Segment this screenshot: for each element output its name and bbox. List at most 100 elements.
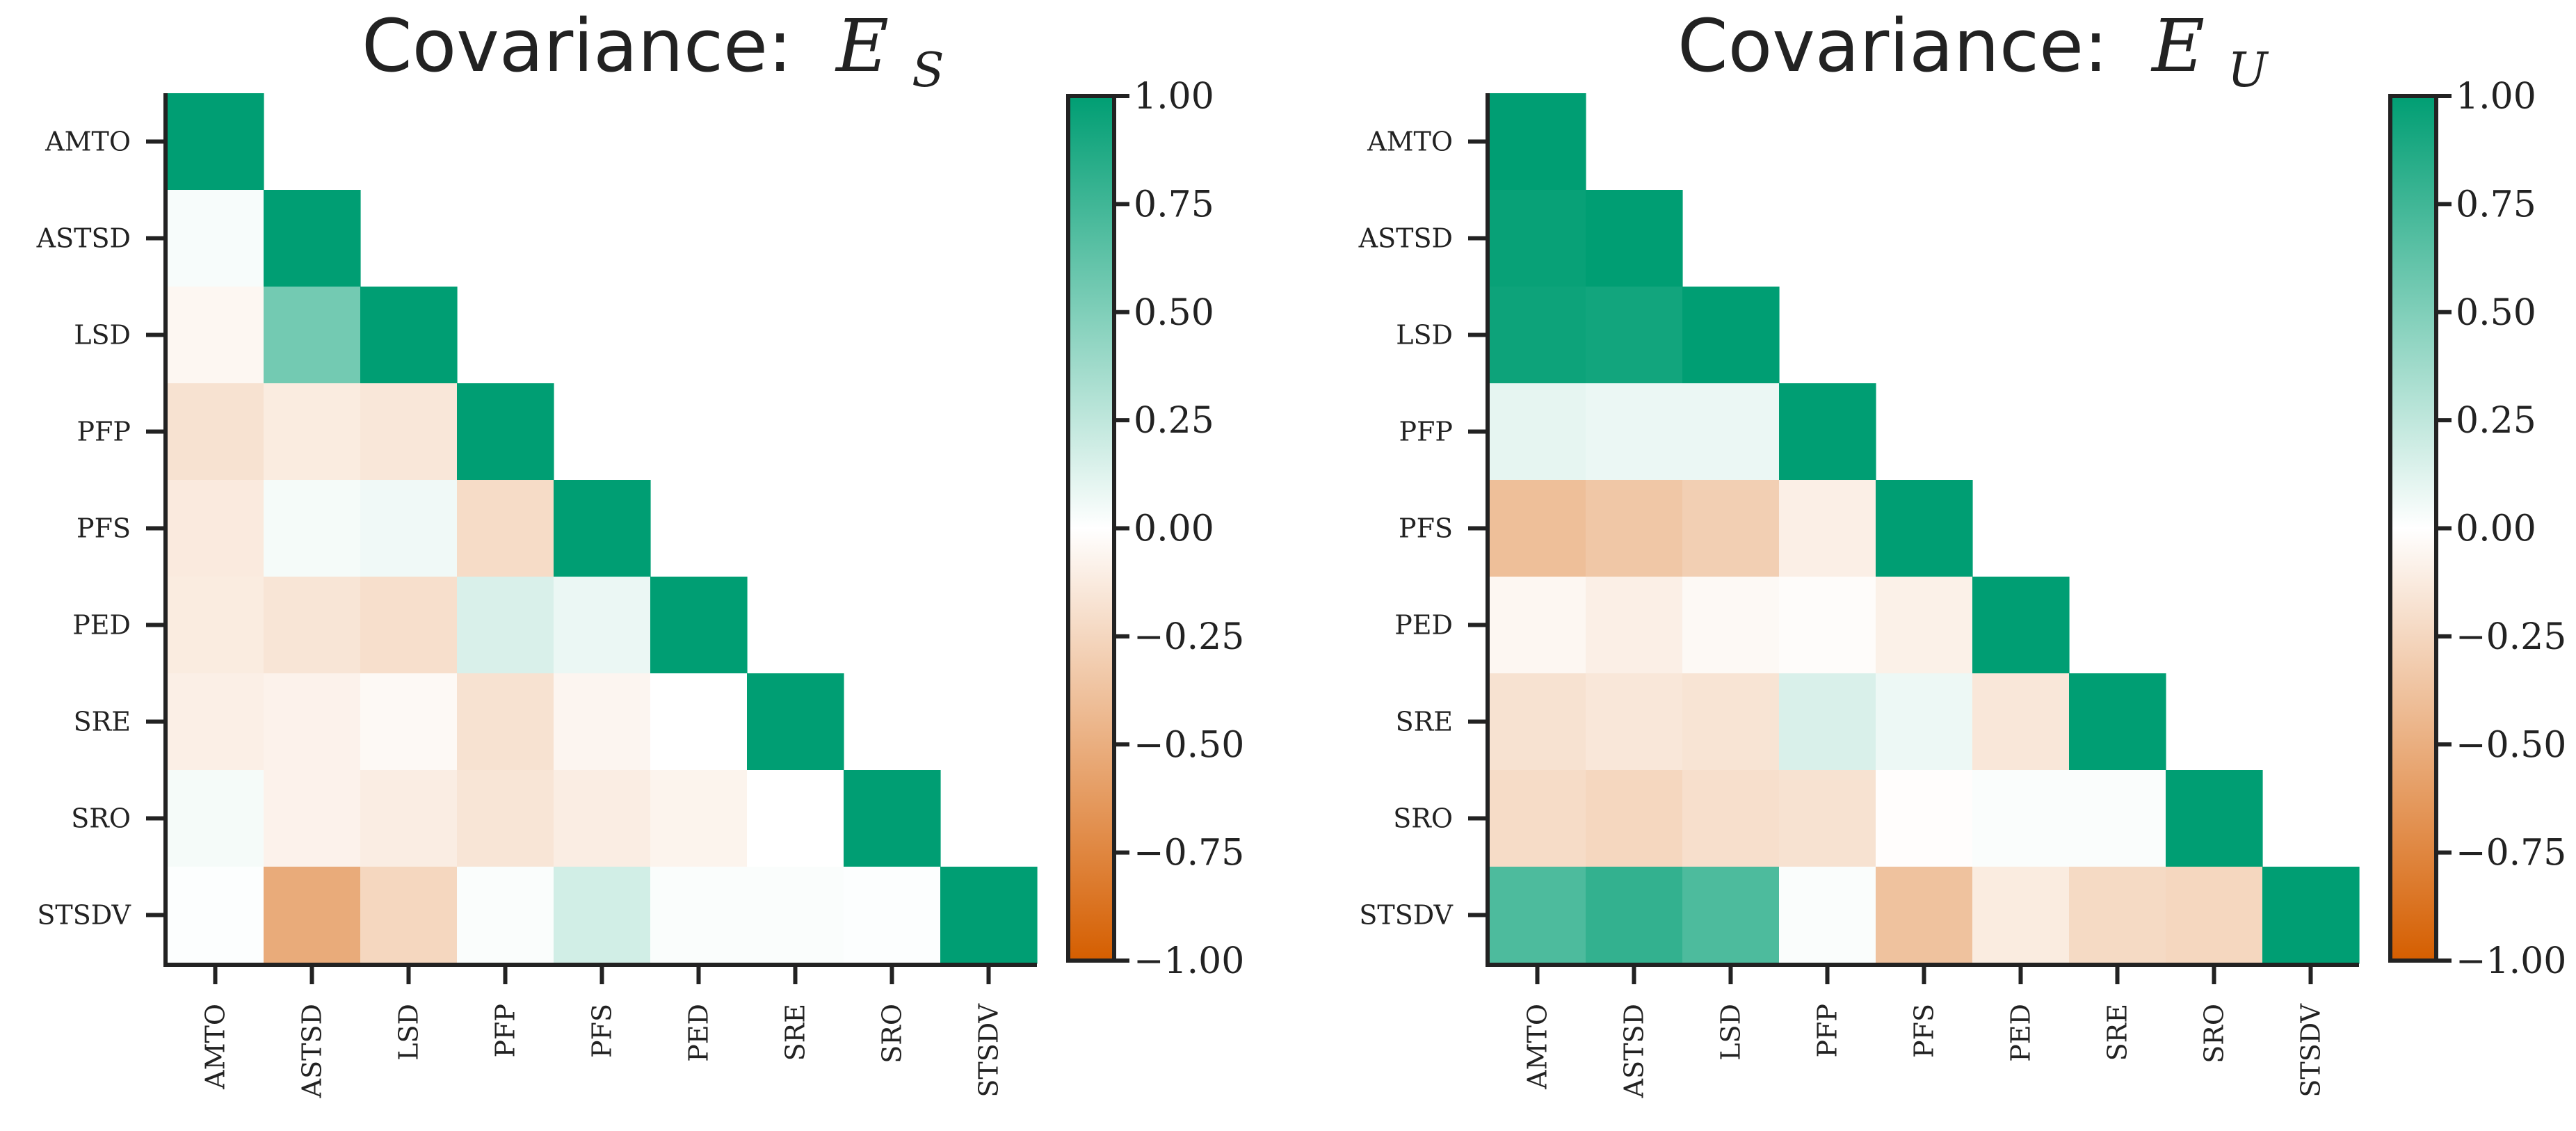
colorbar-tick-label: 0.00 bbox=[2456, 508, 2536, 550]
chart-title-es: Covariance: E S bbox=[362, 3, 944, 98]
colorbar-tick-label: −1.00 bbox=[1134, 940, 1244, 982]
y-tick-label-pfp: PFP bbox=[77, 417, 131, 447]
colorbar-tick-label: −0.50 bbox=[1134, 724, 1244, 766]
heatmap-cell-ped-pfs bbox=[1876, 577, 1973, 674]
colorbar-tick-label: −0.75 bbox=[2456, 833, 2566, 874]
x-tick-label-sro: SRO bbox=[2199, 1004, 2230, 1064]
heatmap-cell-pfs-astsd bbox=[264, 480, 361, 577]
heatmap-cell-astsd-astsd bbox=[1586, 190, 1683, 287]
heatmap-cell-stsdv-sro bbox=[844, 867, 941, 964]
heatmap-cell-ped-pfs bbox=[554, 577, 651, 674]
colorbar-tick-label: −0.25 bbox=[1134, 616, 1244, 658]
heatmap-cell-ped-ped bbox=[650, 577, 748, 674]
heatmap-cell-sro-amto bbox=[167, 770, 264, 867]
x-tick-label-lsd: LSD bbox=[394, 1004, 424, 1061]
title-prefix: Covariance: bbox=[362, 3, 792, 88]
heatmap-cell-stsdv-sre bbox=[747, 867, 844, 964]
heatmap-cell-stsdv-pfp bbox=[457, 867, 554, 964]
heatmap-cell-ped-lsd bbox=[360, 577, 458, 674]
colorbar-tick-label: 0.75 bbox=[1134, 184, 1214, 225]
heatmap-cell-stsdv-ped bbox=[1972, 867, 2070, 964]
x-tick-label-stsdv: STSDV bbox=[2296, 1003, 2326, 1097]
colorbar-es: 1.00 0.75 0.50 0.25 0.00 −0.25 −0.50 −0.75 −1.00 bbox=[1066, 76, 1244, 982]
heatmap-cell-pfp-astsd bbox=[1586, 383, 1683, 481]
heatmap-cell-stsdv-lsd bbox=[360, 867, 458, 964]
heatmap-cell-ped-astsd bbox=[264, 577, 361, 674]
heatmap-cell-pfp-pfp bbox=[1779, 383, 1876, 481]
colorbar-gradient bbox=[2388, 94, 2438, 963]
title-prefix: Covariance: bbox=[1677, 3, 2108, 88]
heatmap-cell-astsd-astsd bbox=[264, 190, 361, 287]
heatmap-cell-stsdv-astsd bbox=[264, 867, 361, 964]
heatmap-cell-pfs-astsd bbox=[1586, 480, 1683, 577]
heatmap-cell-pfs-lsd bbox=[1682, 480, 1780, 577]
y-tick-label-ped: PED bbox=[1394, 610, 1453, 641]
title-subscript: U bbox=[2228, 43, 2269, 98]
heatmap-cell-sro-sre bbox=[747, 770, 844, 867]
heatmap-cell-amto-amto bbox=[167, 93, 264, 191]
heatmap-cell-pfs-pfs bbox=[554, 480, 651, 577]
title-symbol: E bbox=[2150, 3, 2205, 88]
heatmap-cell-stsdv-lsd bbox=[1682, 867, 1780, 964]
heatmap-cell-ped-pfp bbox=[1779, 577, 1876, 674]
heatmap-cell-sre-ped bbox=[1972, 673, 2070, 771]
heatmap-panel-eu: Covariance: E U AMTO ASTSD LSD PFP PFS PED SRE… bbox=[1358, 3, 2567, 1098]
colorbar-tick-label: 0.50 bbox=[2456, 292, 2536, 334]
colorbar-tick-label: 0.25 bbox=[2456, 400, 2536, 442]
heatmap-cell-sro-astsd bbox=[264, 770, 361, 867]
heatmap-cell-sro-sro bbox=[2166, 770, 2263, 867]
y-tick-label-ped: PED bbox=[72, 610, 131, 641]
heatmap-cell-lsd-astsd bbox=[264, 287, 361, 384]
x-tick-label-pfs: PFS bbox=[1909, 1004, 1940, 1058]
heatmap-cell-stsdv-amto bbox=[1489, 867, 1586, 964]
heatmap-cell-stsdv-stsdv bbox=[940, 867, 1038, 964]
heatmap-cell-lsd-amto bbox=[167, 287, 264, 384]
colorbar-tick-label: −1.00 bbox=[2456, 940, 2566, 982]
x-tick-label-sro: SRO bbox=[877, 1004, 908, 1064]
heatmap-cell-sre-amto bbox=[167, 673, 264, 771]
colorbar-tick-label: 1.00 bbox=[2456, 76, 2536, 118]
x-tick-label-pfp: PFP bbox=[490, 1004, 521, 1058]
colorbar-tick-label: 0.25 bbox=[1134, 400, 1214, 442]
heatmap-cell-ped-astsd bbox=[1586, 577, 1683, 674]
title-symbol: E bbox=[835, 3, 889, 88]
heatmap-cell-lsd-lsd bbox=[360, 287, 458, 384]
heatmap-panel-es: Covariance: E S AMTO ASTSD LSD PFP PFS PED SRE… bbox=[36, 3, 1245, 1098]
x-tick-label-astsd: ASTSD bbox=[1619, 1004, 1650, 1098]
heatmap-cell-sro-ped bbox=[650, 770, 748, 867]
heatmap-cell-sro-lsd bbox=[1682, 770, 1780, 867]
heatmap-cell-sre-pfs bbox=[554, 673, 651, 771]
heatmap-cell-sro-lsd bbox=[360, 770, 458, 867]
heatmap-cell-pfs-pfs bbox=[1876, 480, 1973, 577]
heatmap-cell-sre-ped bbox=[650, 673, 748, 771]
heatmap-cell-pfp-amto bbox=[1489, 383, 1586, 481]
colorbar-tick-label: −0.50 bbox=[2456, 724, 2566, 766]
y-tick-label-lsd: LSD bbox=[74, 320, 131, 351]
heatmap-cell-stsdv-stsdv bbox=[2262, 867, 2360, 964]
heatmap-cell-stsdv-astsd bbox=[1586, 867, 1683, 964]
y-tick-labels-eu: AMTO ASTSD LSD PFP PFS PED SRE SRO STSDV bbox=[1358, 127, 1454, 931]
colorbar-tick-label: −0.25 bbox=[2456, 616, 2566, 658]
heatmap-cell-stsdv-pfs bbox=[1876, 867, 1973, 964]
heatmap-cell-ped-ped bbox=[1972, 577, 2070, 674]
colorbar-eu: 1.00 0.75 0.50 0.25 0.00 −0.25 −0.50 −0.75 −1.00 bbox=[2388, 76, 2566, 982]
x-tick-label-amto: AMTO bbox=[200, 1004, 231, 1090]
y-tick-label-astsd: ASTSD bbox=[36, 223, 131, 254]
heatmap-cell-pfp-astsd bbox=[264, 383, 361, 481]
heatmap-cell-sre-astsd bbox=[264, 673, 361, 771]
y-tick-label-amto: AMTO bbox=[45, 127, 131, 157]
heatmap-cell-pfp-lsd bbox=[360, 383, 458, 481]
x-tick-label-astsd: ASTSD bbox=[297, 1004, 328, 1098]
heatmap-cell-lsd-astsd bbox=[1586, 287, 1683, 384]
heatmap-cell-amto-amto bbox=[1489, 93, 1586, 191]
heatmap-cell-ped-lsd bbox=[1682, 577, 1780, 674]
y-tick-label-sre: SRE bbox=[74, 707, 131, 737]
heatmap-cell-pfp-amto bbox=[167, 383, 264, 481]
heatmap-cell-ped-amto bbox=[167, 577, 264, 674]
heatmap-cell-astsd-amto bbox=[1489, 190, 1586, 287]
x-tick-label-sre: SRE bbox=[780, 1004, 811, 1061]
x-tick-labels-es: AMTO ASTSD LSD PFP PFS PED SRE SRO STSDV bbox=[200, 1003, 1004, 1098]
y-tick-label-pfs: PFS bbox=[77, 513, 131, 544]
x-tick-label-lsd: LSD bbox=[1716, 1004, 1746, 1061]
heatmap-cell-ped-amto bbox=[1489, 577, 1586, 674]
